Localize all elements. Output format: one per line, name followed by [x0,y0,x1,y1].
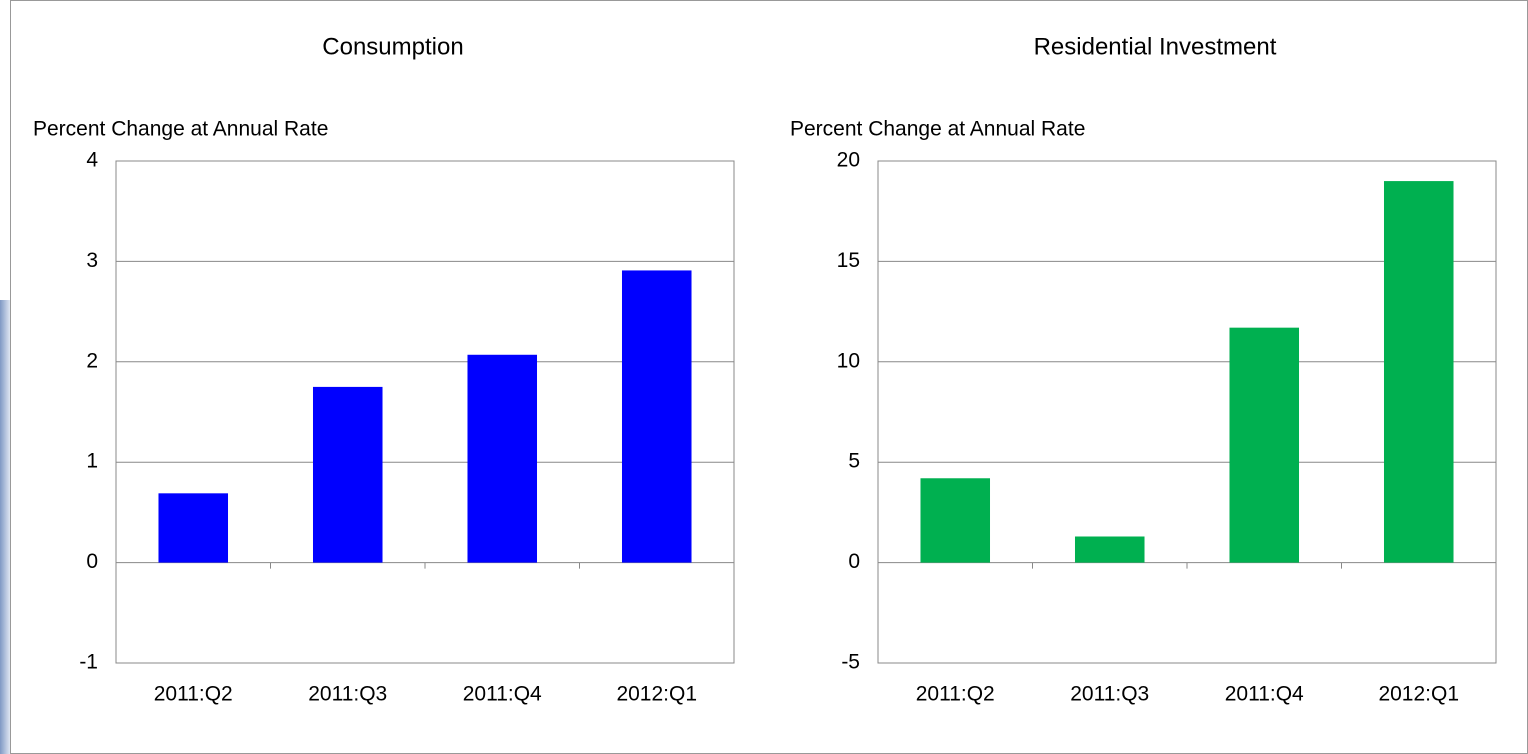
x-tick-label: 2011:Q4 [1225,683,1304,706]
y-tick-label: 15 [837,249,860,272]
plot-border [877,160,1497,664]
x-tick-label: 2011:Q4 [463,683,542,706]
y-tick-label: -1 [79,651,98,674]
y-tick-label: 4 [86,149,98,172]
plot-border [115,160,735,664]
y-axis-label: Percent Change at Annual Rate [790,118,1085,141]
y-tick-label: 5 [848,450,860,473]
x-tick-label: 2011:Q2 [916,683,995,706]
bar [920,478,991,563]
x-tick-label: 2012:Q1 [616,683,697,706]
bar [1383,181,1454,563]
y-tick-label: 0 [86,550,98,573]
chart-title: Residential Investment [1034,33,1277,60]
bar [621,270,692,563]
x-tick-label: 2012:Q1 [1378,683,1459,706]
y-tick-label: 10 [837,349,860,372]
y-tick-label: -5 [841,651,860,674]
y-axis-label: Percent Change at Annual Rate [33,118,328,141]
bar [467,354,538,563]
x-tick-label: 2011:Q3 [308,683,387,706]
bar [158,493,229,563]
y-tick-label: 1 [86,450,98,473]
y-tick-label: 20 [837,149,860,172]
bar [1074,536,1145,563]
x-tick-label: 2011:Q2 [154,683,233,706]
y-tick-label: 0 [848,550,860,573]
bar [1229,327,1300,563]
y-tick-label: 3 [86,249,98,272]
side-strip [0,300,10,754]
chart-title: Consumption [322,33,463,60]
y-tick-label: 2 [86,349,98,372]
bar [312,386,383,563]
x-tick-label: 2011:Q3 [1070,683,1149,706]
